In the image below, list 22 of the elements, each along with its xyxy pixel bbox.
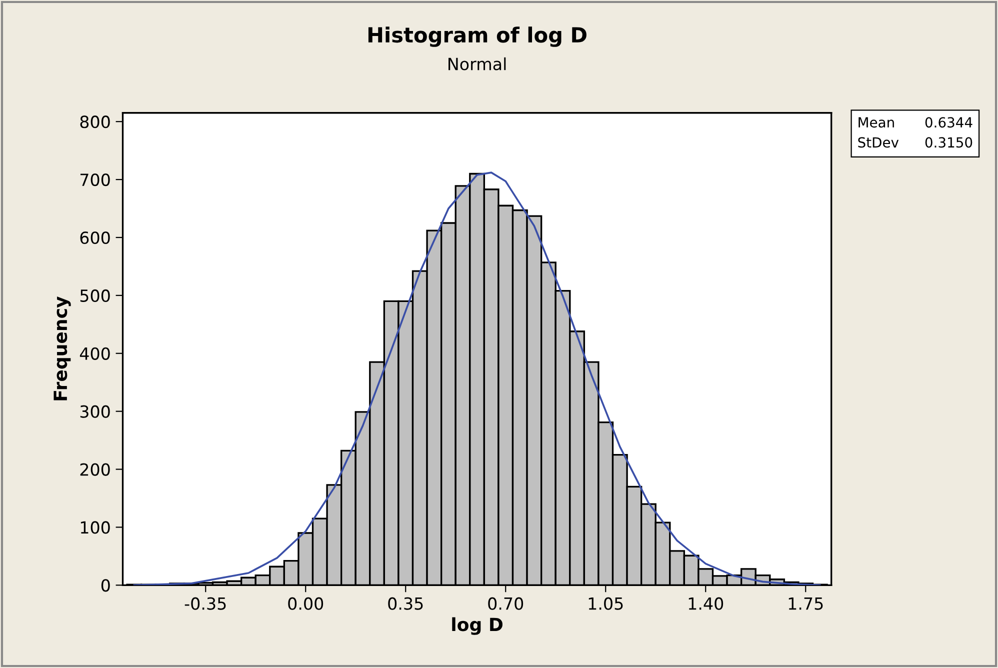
x-tick-label: -0.35 bbox=[184, 597, 226, 610]
y-tick-label: 500 bbox=[80, 289, 110, 302]
y-axis-title: Frequency bbox=[54, 296, 71, 400]
chart-subtitle: Normal bbox=[448, 57, 506, 70]
x-tick-label: 1.05 bbox=[588, 597, 623, 610]
y-tick-label: 700 bbox=[80, 173, 110, 186]
y-tick-label: 600 bbox=[80, 231, 110, 244]
text: StDev 0.3150 bbox=[858, 137, 972, 148]
x-tick-label: 1.75 bbox=[788, 597, 823, 610]
x-tick-label: 0.00 bbox=[288, 597, 324, 610]
y-tick-label: 100 bbox=[80, 521, 110, 534]
x-tick-label: 0.70 bbox=[488, 597, 524, 610]
x-axis-title: log D bbox=[452, 617, 502, 635]
y-tick-label: 0 bbox=[101, 579, 110, 592]
x-tick-label: 1.40 bbox=[688, 597, 724, 610]
chart-title: Histogram of log D bbox=[368, 26, 586, 47]
y-tick-label: 300 bbox=[80, 405, 110, 418]
y-tick-label: 400 bbox=[80, 347, 110, 360]
y-tick-label: 800 bbox=[80, 116, 110, 128]
y-tick-label: 200 bbox=[80, 463, 110, 476]
x-tick-label: 0.35 bbox=[388, 597, 423, 610]
text: Mean 0.6344 bbox=[858, 117, 972, 128]
